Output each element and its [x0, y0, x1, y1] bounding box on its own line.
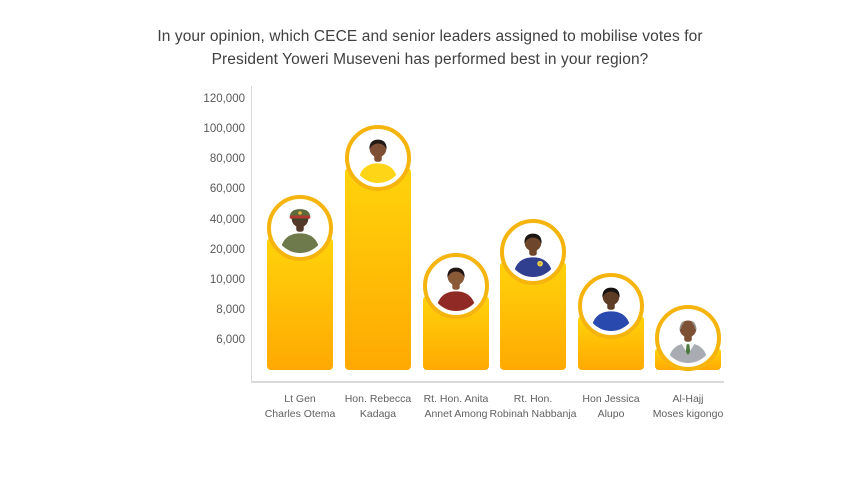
y-tick-label: 20,000 [209, 243, 245, 256]
person-photo-ring [500, 218, 566, 285]
y-tick-label: 40,000 [209, 213, 245, 226]
person-photo-ring [578, 272, 644, 339]
person-photo [508, 226, 558, 277]
x-category-label: Rt. Hon. Anita Annet Among [423, 393, 489, 420]
person-photo-ring [345, 125, 411, 192]
chart-title-line-2: President Yoweri Museveni has performed … [211, 50, 649, 68]
bar [345, 168, 411, 370]
chart-title: In your opinion, which CECE and senior l… [150, 26, 710, 71]
x-category-label: Lt Gen Charles Otema [264, 393, 336, 420]
person-photo [663, 312, 713, 363]
person-photo [431, 261, 481, 312]
person-photo [275, 202, 325, 253]
chart-title-line-1: In your opinion, which CECE and senior l… [157, 28, 703, 45]
x-category-label: Al-Hajj Moses kigongo [652, 393, 724, 420]
y-tick-label: 120,000 [203, 93, 245, 105]
person-photo [586, 280, 636, 331]
person-photo [353, 133, 403, 184]
y-tick-label: 80,000 [209, 153, 245, 166]
y-axis-line [251, 86, 252, 382]
y-tick-label: 8,000 [216, 303, 245, 316]
x-category-label: Rt. Hon. Robinah Nabbanja [489, 393, 577, 420]
x-category-label: Hon Jessica Alupo [582, 393, 640, 420]
y-tick-label: 6,000 [216, 334, 245, 346]
person-photo-ring [423, 253, 489, 320]
x-category-label: Hon. Rebecca Kadaga [344, 393, 412, 420]
y-tick-label: 100,000 [203, 123, 245, 136]
x-axis-line [251, 381, 724, 383]
person-photo-ring [267, 194, 333, 261]
person-photo-ring [655, 304, 721, 371]
y-tick-label: 10,000 [209, 273, 245, 286]
y-tick-label: 60,000 [209, 183, 245, 196]
